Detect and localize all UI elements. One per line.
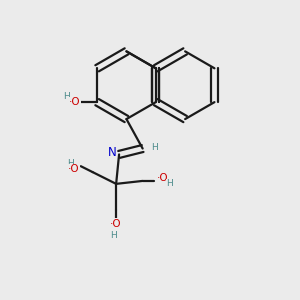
Text: H: H — [110, 231, 117, 240]
Text: H: H — [67, 159, 73, 168]
Text: ·O: ·O — [158, 173, 169, 183]
Text: ·O: ·O — [69, 97, 81, 107]
Text: ·O: ·O — [68, 164, 79, 174]
Text: N: N — [107, 146, 116, 159]
Text: ·O: ·O — [110, 219, 122, 229]
Text: H: H — [63, 92, 70, 101]
Text: H: H — [166, 179, 173, 188]
Text: H: H — [152, 142, 158, 152]
